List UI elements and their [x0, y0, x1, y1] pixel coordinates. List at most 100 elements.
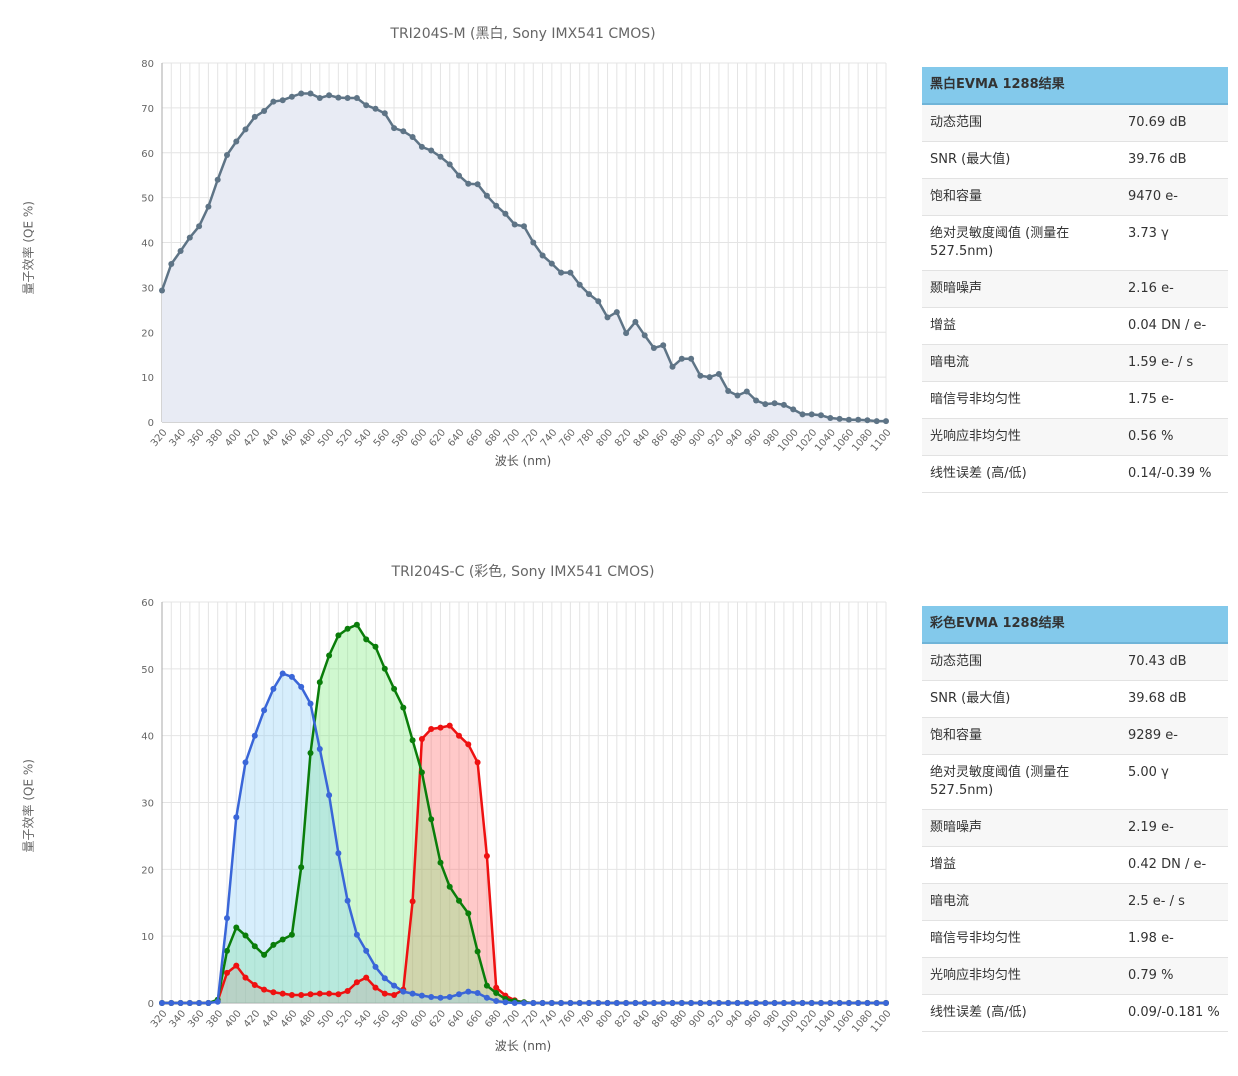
- data-point: [437, 724, 444, 731]
- chart-title: TRI204S-M (黑白, Sony IMX541 CMOS): [390, 26, 656, 42]
- data-point: [400, 704, 407, 711]
- data-point: [632, 1000, 639, 1006]
- x-tick-label: 640: [446, 427, 467, 449]
- data-point: [233, 962, 240, 969]
- x-tick-label: 680: [483, 427, 504, 449]
- y-tick-label: 20: [141, 328, 154, 339]
- data-point: [474, 990, 481, 996]
- data-point: [344, 625, 351, 632]
- data-point: [298, 992, 305, 998]
- data-point: [409, 898, 416, 905]
- data-point: [576, 1000, 583, 1006]
- data-point: [288, 931, 295, 938]
- data-point: [530, 239, 537, 246]
- results-row: SNR (最大值) 39.76 dB: [922, 141, 1228, 179]
- data-point: [316, 990, 323, 997]
- data-point: [437, 859, 444, 866]
- result-key: 增益: [922, 307, 1120, 345]
- result-value: 9289 e-: [1120, 717, 1228, 755]
- data-point: [242, 932, 249, 939]
- results-row: 线性误差 (高/低) 0.09/-0.181 %: [922, 994, 1228, 1032]
- data-point: [483, 994, 490, 1001]
- data-point: [864, 417, 871, 424]
- data-point: [706, 1000, 713, 1006]
- results-row: SNR (最大值) 39.68 dB: [922, 680, 1228, 718]
- data-point: [381, 110, 388, 117]
- x-tick-label: 960: [743, 1008, 764, 1030]
- data-point: [650, 1000, 657, 1006]
- result-key: 暗电流: [922, 344, 1120, 382]
- series-area: [162, 93, 886, 422]
- x-tick-label: 880: [669, 427, 690, 449]
- x-tick-label: 560: [372, 1008, 393, 1030]
- data-point: [855, 1000, 862, 1006]
- y-tick-label: 60: [141, 149, 154, 160]
- data-point: [864, 1000, 871, 1006]
- data-point: [456, 897, 462, 904]
- results-row: 动态范围 70.43 dB: [922, 644, 1228, 681]
- data-point: [418, 143, 425, 150]
- data-point: [845, 1000, 852, 1006]
- result-value: 1.59 e- / s: [1120, 344, 1228, 382]
- x-tick-label: 380: [205, 427, 226, 449]
- data-point: [483, 982, 490, 989]
- data-point: [418, 769, 425, 776]
- data-point: [623, 1000, 630, 1006]
- data-point: [279, 670, 286, 677]
- data-point: [827, 415, 834, 421]
- result-key: SNR (最大值): [922, 680, 1120, 718]
- data-point: [316, 746, 323, 752]
- data-point: [465, 741, 472, 748]
- result-key: 饱和容量: [922, 717, 1120, 755]
- data-point: [697, 372, 704, 379]
- data-point: [697, 1000, 704, 1006]
- data-point: [799, 1000, 806, 1006]
- data-point: [261, 108, 268, 114]
- data-point: [428, 147, 435, 154]
- data-point: [288, 992, 295, 998]
- results-row: 增益 0.42 DN / e-: [922, 846, 1228, 884]
- result-key: SNR (最大值): [922, 141, 1120, 179]
- results-row: 绝对灵敏度阈值 (测量在527.5nm) 3.73 γ: [922, 215, 1228, 271]
- data-point: [725, 388, 732, 394]
- qe-chart-mono: 0 10 20 30 40 50 60 70 80 32034036038040042044046…: [141, 59, 893, 454]
- data-point: [353, 979, 360, 986]
- y-tick-label: 0: [148, 418, 154, 429]
- results-row: 饱和容量 9470 e-: [922, 178, 1228, 216]
- data-point: [316, 679, 323, 686]
- data-point: [836, 415, 843, 422]
- x-tick-label: 560: [372, 427, 393, 449]
- data-point: [251, 982, 258, 988]
- data-point: [400, 988, 407, 995]
- data-point: [493, 998, 500, 1004]
- data-point: [604, 314, 611, 321]
- data-point: [372, 963, 379, 970]
- y-tick-label: 80: [141, 59, 154, 70]
- data-point: [307, 700, 314, 707]
- x-tick-label: 600: [409, 1008, 430, 1030]
- data-point: [753, 1000, 760, 1006]
- data-point: [335, 991, 342, 998]
- data-point: [818, 412, 824, 419]
- data-point: [186, 1000, 193, 1006]
- x-tick-label: 620: [427, 427, 448, 449]
- data-point: [242, 759, 249, 766]
- data-point: [446, 161, 453, 168]
- data-point: [409, 134, 416, 140]
- data-point: [261, 951, 268, 958]
- results-row: 暗信号非均匀性 1.75 e-: [922, 381, 1228, 419]
- data-point: [771, 400, 778, 407]
- data-point: [316, 95, 323, 101]
- x-tick-label: 740: [539, 1008, 560, 1030]
- x-tick-label: 820: [613, 427, 634, 449]
- result-key: 颞暗噪声: [922, 270, 1120, 308]
- x-tick-label: 500: [316, 427, 337, 449]
- data-point: [381, 990, 388, 997]
- data-point: [298, 864, 305, 871]
- results-row: 颞暗噪声 2.19 e-: [922, 809, 1228, 847]
- result-value: 0.09/-0.181 %: [1120, 994, 1228, 1032]
- data-point: [660, 342, 667, 349]
- x-tick-label: 660: [465, 1008, 486, 1030]
- x-tick-label: 840: [632, 427, 653, 449]
- data-point: [493, 202, 500, 209]
